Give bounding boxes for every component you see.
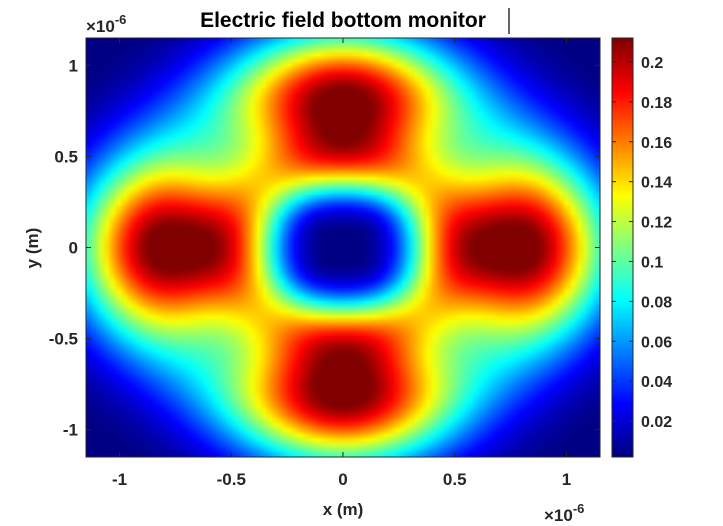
colorbar-tick-label: 0.02 xyxy=(641,414,672,431)
y-tick-label: 0 xyxy=(69,239,78,258)
x-tick-label: 0.5 xyxy=(443,470,467,489)
y-exponent-label: ×10-6 xyxy=(86,12,126,36)
chart-title: Electric field bottom monitor xyxy=(200,9,486,32)
x-tick-label: 0 xyxy=(338,470,347,489)
y-tick-label: 1 xyxy=(69,56,78,75)
colorbar-tick-label: 0.08 xyxy=(641,294,672,311)
colorbar-ticks: 0.02 0.04 0.06 0.08 0.1 0.12 0.14 0.16 0.18 0.2 xyxy=(612,55,672,431)
colorbar-tick-label: 0.04 xyxy=(641,374,672,391)
colorbar-border xyxy=(611,37,634,458)
colorbar-tick-label: 0.2 xyxy=(641,55,663,72)
x-exponent-power: -6 xyxy=(573,501,585,516)
x-axis-label: x (m) xyxy=(323,500,364,519)
colorbar-tick-label: 0.1 xyxy=(641,254,663,271)
colorbar-tick-label: 0.16 xyxy=(641,135,672,152)
x-tick-label: 1 xyxy=(562,470,571,489)
colorbar-tick-label: 0.06 xyxy=(641,334,672,351)
heatmap-image xyxy=(86,38,600,457)
x-tick-label: -0.5 xyxy=(217,470,246,489)
y-axis-ticks: 1 0.5 0 -0.5 -1 xyxy=(49,56,600,440)
colorbar-gradient xyxy=(612,38,633,457)
colorbar-tick-label: 0.12 xyxy=(641,215,672,232)
y-tick-label: -1 xyxy=(63,421,78,440)
plot-area: -1 -0.5 0 0.5 1 1 0.5 0 -0.5 -1 xyxy=(49,37,601,489)
y-exponent-power: -6 xyxy=(115,12,127,27)
y-tick-label: 0.5 xyxy=(54,147,78,166)
x-exponent-label: ×10-6 xyxy=(544,501,584,525)
y-axis-label: y (m) xyxy=(23,228,42,269)
x-tick-label: -1 xyxy=(112,470,127,489)
colorbar-tick-label: 0.18 xyxy=(641,95,672,112)
colorbar: 0.02 0.04 0.06 0.08 0.1 0.12 0.14 0.16 0.18 0.2 xyxy=(611,37,672,458)
x-axis-ticks: -1 -0.5 0 0.5 1 xyxy=(112,38,571,489)
y-tick-label: -0.5 xyxy=(49,330,78,349)
colorbar-tick-label: 0.14 xyxy=(641,175,672,192)
